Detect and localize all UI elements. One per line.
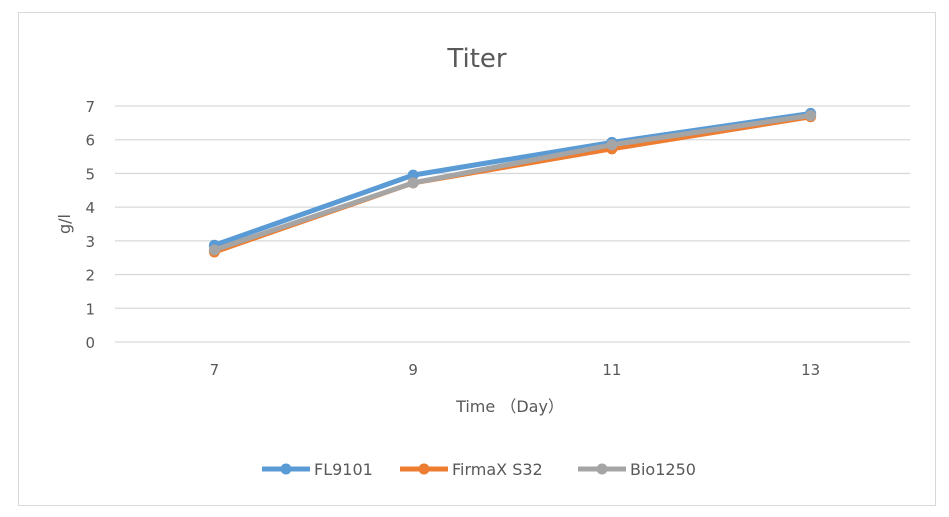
data-point: [606, 139, 618, 151]
x-axis-label: Time （Day）: [455, 397, 564, 416]
y-axis-label: g/l: [55, 214, 74, 234]
legend-label: FL9101: [314, 460, 373, 479]
y-tick-label: 2: [85, 267, 95, 285]
data-point: [407, 169, 419, 181]
y-tick-label: 5: [85, 165, 95, 183]
y-tick-label: 7: [85, 98, 95, 116]
x-tick-label: 9: [408, 361, 418, 379]
chart-title: Titer: [446, 44, 506, 74]
data-point: [208, 244, 220, 256]
series-line-FirmaX S32: [213, 114, 812, 255]
legend-marker: [596, 463, 608, 475]
y-tick-label: 0: [85, 334, 95, 352]
legend-marker: [418, 463, 430, 475]
data-point: [805, 109, 817, 121]
legend-marker: [280, 463, 292, 475]
series-line-Bio1250: [213, 112, 811, 253]
legend-label: FirmaX S32: [452, 460, 543, 479]
legend-label: Bio1250: [630, 460, 696, 479]
y-tick-label: 4: [85, 199, 95, 217]
y-tick-label: 6: [85, 132, 95, 150]
data-point: [407, 177, 419, 189]
chart-area: [18, 12, 936, 506]
x-tick-label: 11: [602, 361, 621, 379]
y-tick-label: 1: [85, 300, 95, 318]
y-tick-label: 3: [85, 233, 95, 251]
x-tick-label: 13: [801, 361, 820, 379]
x-tick-label: 7: [210, 361, 220, 379]
